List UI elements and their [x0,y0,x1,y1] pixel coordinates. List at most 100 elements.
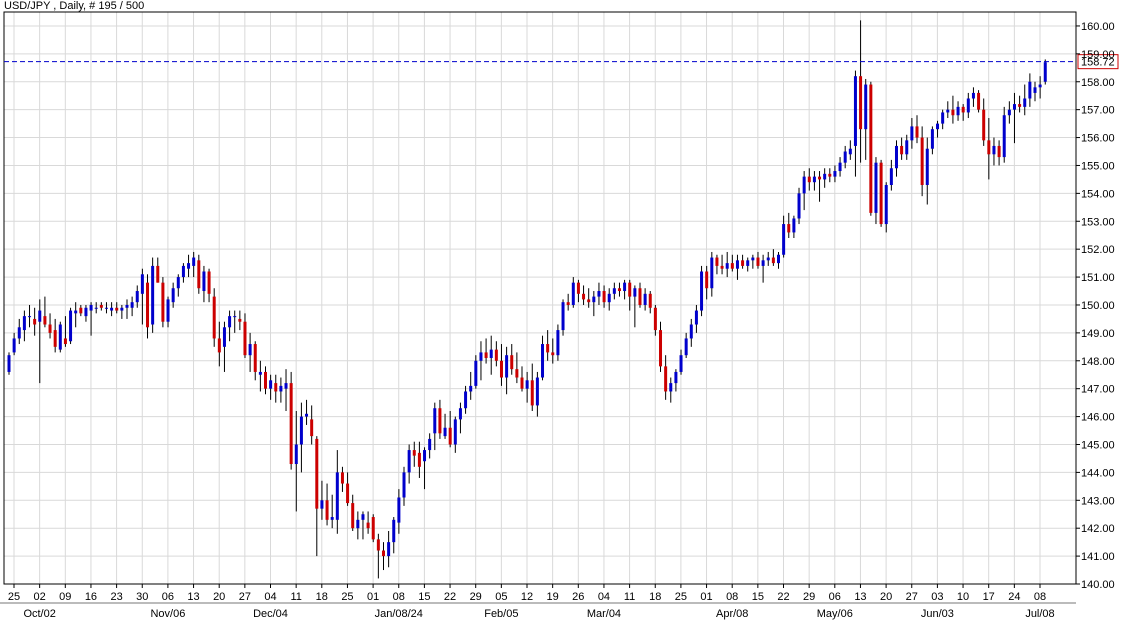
candle-down [499,360,503,378]
candle-up [222,327,226,347]
candle-up [28,316,32,318]
candle-up [299,416,303,445]
candle-down [705,271,709,289]
candle-up [402,472,406,498]
candle-up [233,316,237,318]
y-tick-label: 148.00 [1081,356,1115,368]
candle-down [617,288,621,292]
candle-up [22,316,26,331]
candle-down [520,377,524,389]
candle-up [792,218,796,233]
candle-up [597,291,601,297]
candle-down [859,76,863,130]
candle-down [79,307,83,314]
x-tick-label: 29 [470,591,482,603]
candle-down [828,173,832,177]
candle-down [264,371,267,389]
y-tick-label: 149.00 [1081,328,1115,340]
candle-up [202,271,206,292]
candle-up [192,257,196,266]
x-tick-label: 06 [829,591,841,603]
candle-up [700,271,704,311]
candle-down [1018,104,1022,107]
candle-up [110,307,114,311]
candle-down [161,282,165,322]
candle-down [494,349,498,361]
y-tick-label: 153.00 [1081,216,1115,228]
candle-down [741,260,745,266]
candle-down [315,438,319,509]
candle-up [1043,62,1047,82]
y-tick-label: 150.00 [1081,300,1115,312]
candle-up [187,263,191,269]
candle-up [910,126,914,141]
candle-down [582,293,586,300]
candle-down [977,92,981,110]
candle-up [694,310,698,325]
x-tick-label: 15 [752,591,764,603]
y-tick-label: 143.00 [1081,495,1115,507]
candle-up [612,288,616,294]
candle-down [448,427,452,445]
candle-up [669,383,673,392]
candle-up [1038,84,1042,88]
candle-up [1012,104,1016,110]
candle-down [310,419,314,437]
x-tick-label: 25 [341,591,353,603]
y-tick-label: 155.00 [1081,160,1115,172]
candle-up [74,310,78,314]
y-tick-label: 147.00 [1081,384,1115,396]
x-tick-label: 08 [1034,591,1046,603]
candle-down [484,352,488,358]
candle-up [751,257,755,261]
x-tick-label: 27 [906,591,918,603]
candle-down [197,260,201,289]
candle-up [966,98,970,113]
candle-down [638,288,642,305]
candle-up [725,263,729,269]
candle-up [12,338,16,353]
x-tick-label: 13 [187,591,199,603]
x-month-label: Feb/05 [484,608,518,620]
candle-up [1002,115,1006,158]
candle-down [156,265,160,283]
candle-down [982,109,986,141]
y-tick-label: 151.00 [1081,272,1115,284]
candle-up [571,282,575,305]
x-month-label: Dec/04 [253,608,288,620]
y-tick-label: 141.00 [1081,551,1115,563]
candle-down [756,257,760,266]
candle-up [258,371,262,375]
candle-up [38,310,42,322]
candle-down [217,338,221,353]
candle-up [823,173,827,180]
candle-up [710,257,714,289]
x-tick-label: 05 [495,591,507,603]
candle-down [915,126,919,138]
candle-down [961,106,965,113]
candle-down [530,380,534,406]
candle-up [140,274,144,294]
x-tick-label: 01 [367,591,379,603]
candle-up [746,260,750,266]
y-tick-label: 145.00 [1081,439,1115,451]
candle-up [120,307,124,311]
x-month-label: Nov/06 [150,608,185,620]
candle-up [171,288,175,303]
x-tick-label: 29 [803,591,815,603]
x-tick-label: 01 [700,591,712,603]
candle-up [505,355,509,378]
candle-down [602,291,606,303]
candle-down [325,500,329,520]
candle-up [848,148,852,155]
candle-up [838,162,842,172]
candle-down [43,316,47,325]
candle-up [1028,81,1032,99]
candle-up [279,385,283,392]
candle-up [541,344,545,378]
plot-frame [3,11,1077,585]
x-tick-label: 24 [1008,591,1020,603]
candle-up [561,302,565,331]
candle-down [771,257,775,264]
